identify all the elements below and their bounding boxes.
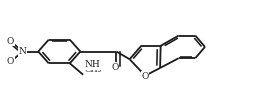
Text: O: O: [7, 37, 14, 46]
Text: O: O: [7, 57, 14, 66]
Text: O: O: [142, 72, 149, 81]
Text: O: O: [111, 63, 119, 72]
Text: N: N: [19, 47, 27, 56]
Text: NH: NH: [84, 60, 100, 69]
Text: CH₃: CH₃: [85, 66, 102, 74]
